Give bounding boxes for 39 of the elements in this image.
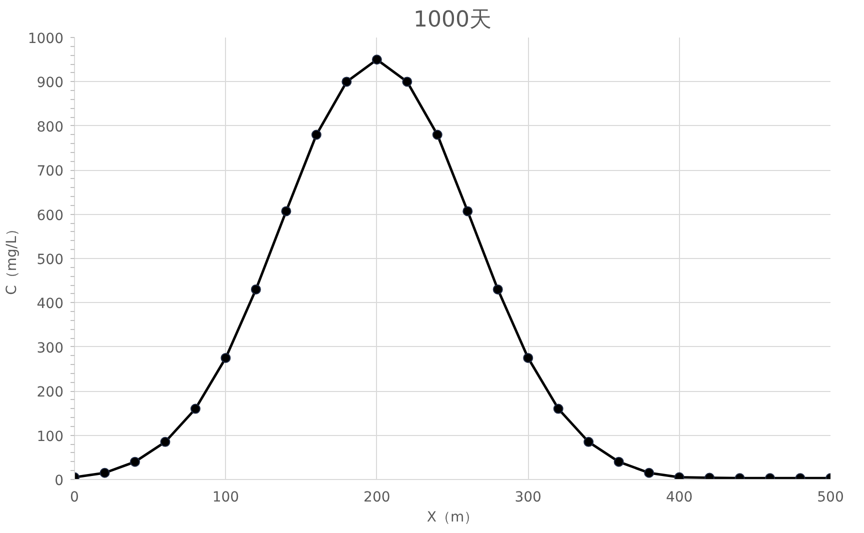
point (584, 436, 594, 447)
point (281, 206, 292, 216)
y-tick-label: 900 (36, 75, 64, 92)
chart-title: 1000天 (414, 8, 492, 32)
point (220, 352, 231, 363)
y-tick-label: 600 (36, 208, 64, 224)
point (402, 76, 412, 87)
y-tick-label: 800 (36, 119, 64, 136)
point (190, 404, 200, 414)
y-axis-title: C（mg/L） (4, 222, 20, 295)
y-tick-label: 700 (36, 164, 64, 180)
x-tick-label: 500 (817, 490, 844, 506)
y-tick-label: 1000 (28, 31, 64, 47)
point (372, 54, 382, 65)
point (100, 468, 110, 478)
point (130, 456, 140, 467)
y-tick-label: 300 (36, 340, 64, 356)
y-tick-label: 200 (36, 384, 64, 401)
point (614, 456, 624, 467)
point (553, 404, 564, 414)
y-tick-label: 400 (36, 296, 64, 312)
point (523, 352, 534, 363)
point (644, 468, 654, 478)
point (250, 284, 261, 294)
x-tick-label: 200 (364, 490, 390, 506)
point (432, 130, 442, 140)
point (492, 284, 503, 294)
x-tick-label: 300 (514, 490, 542, 506)
point (311, 130, 322, 140)
point (462, 206, 473, 216)
point (160, 436, 170, 447)
y-tick-label: 100 (36, 428, 64, 445)
y-tick-label: 500 (36, 252, 64, 268)
x-tick-label: 0 (70, 490, 79, 506)
x-tick-label: 100 (212, 490, 240, 506)
x-axis-title: X（m） (426, 510, 478, 526)
point (342, 76, 352, 87)
x-tick-label: 400 (666, 490, 693, 506)
y-tick-label: 0 (54, 473, 64, 489)
